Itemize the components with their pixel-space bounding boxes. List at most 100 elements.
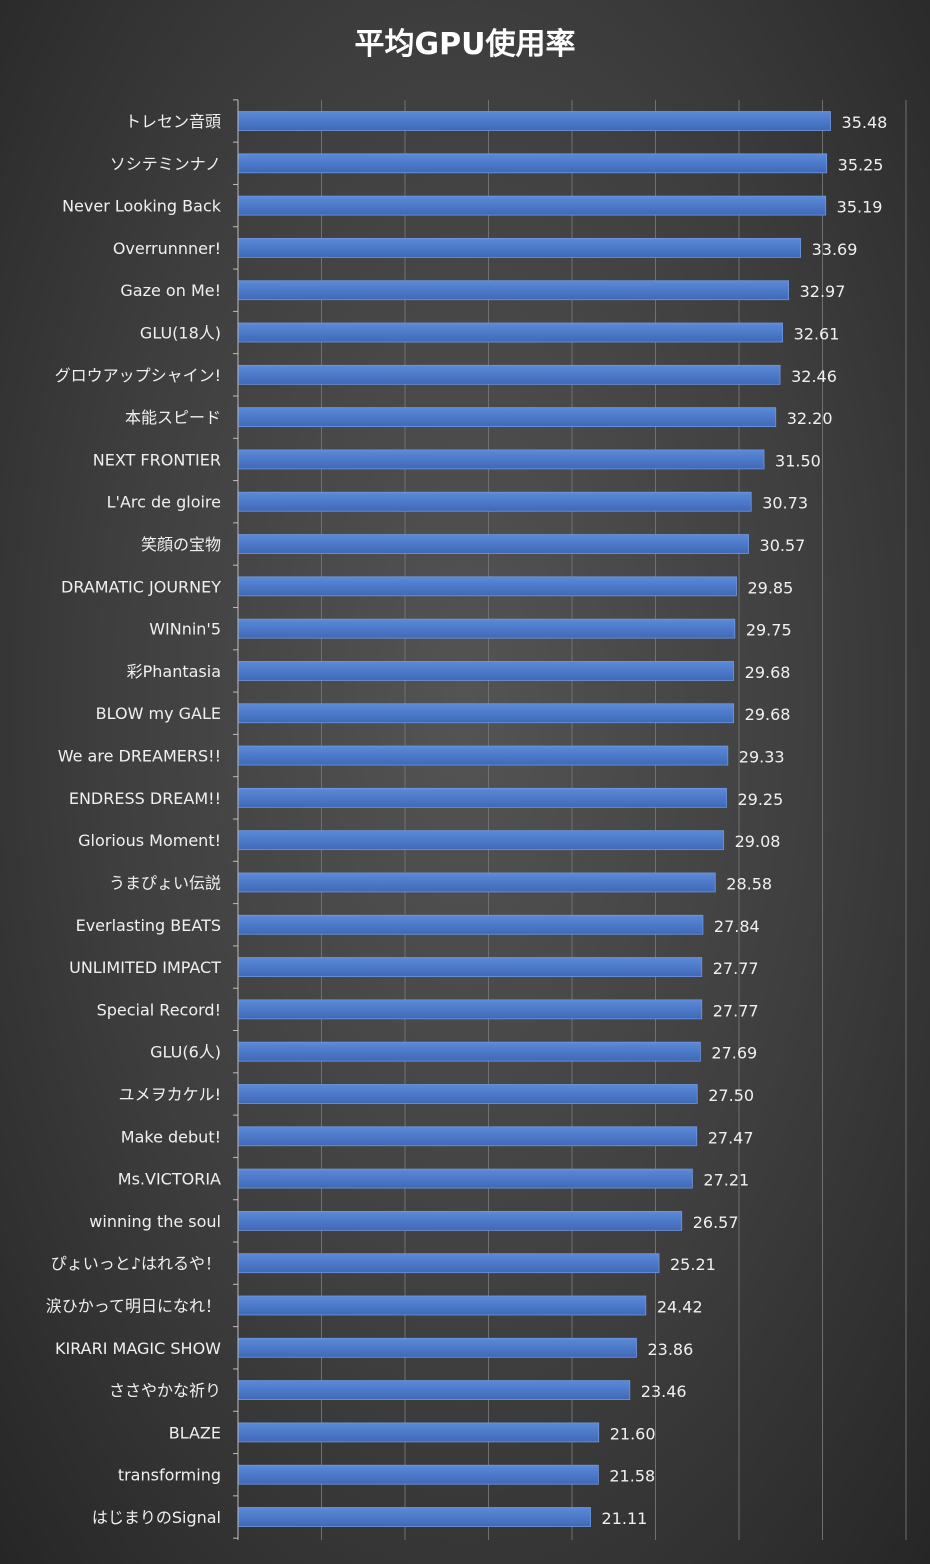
category-label-31: BLAZE	[169, 1423, 221, 1442]
bar-12	[237, 618, 736, 639]
category-label-23: ユメヲカケル!	[119, 1085, 221, 1104]
category-label-10: 笑顔の宝物	[141, 535, 221, 554]
bar-5	[237, 322, 783, 343]
value-label-18: 28.58	[726, 874, 772, 893]
category-label-9: L'Arc de gloire	[107, 493, 221, 512]
category-label-22: GLU(6人)	[150, 1043, 221, 1062]
value-label-31: 21.60	[610, 1424, 656, 1443]
value-label-19: 27.84	[714, 917, 760, 936]
value-label-1: 35.25	[838, 155, 884, 174]
category-label-15: We are DREAMERS!!	[58, 747, 221, 766]
bar-15	[237, 745, 729, 766]
value-label-13: 29.68	[745, 663, 791, 682]
category-label-24: Make debut!	[121, 1127, 221, 1146]
category-label-0: トレセン音頭	[125, 112, 221, 131]
value-label-30: 23.46	[641, 1382, 687, 1401]
category-label-6: グロウアップシャイン!	[55, 366, 221, 385]
bar-17	[237, 830, 725, 851]
category-label-25: Ms.VICTORIA	[118, 1170, 221, 1189]
bar-20	[237, 957, 703, 977]
category-label-2: Never Looking Back	[62, 197, 222, 216]
category-label-14: BLOW my GALE	[96, 704, 221, 723]
bars	[237, 111, 831, 1527]
category-label-3: Overrunnner!	[113, 239, 221, 258]
bar-27	[237, 1253, 660, 1274]
value-label-33: 21.11	[602, 1509, 648, 1528]
bar-32	[237, 1464, 599, 1485]
bar-30	[237, 1380, 631, 1400]
bar-28	[237, 1295, 647, 1316]
value-labels: 35.48 35.25 35.19 33.69 32.97 32.61 32.46 32.20…	[602, 113, 888, 1528]
category-label-11: DRAMATIC JOURNEY	[61, 577, 221, 596]
value-label-0: 35.48	[842, 113, 888, 132]
category-label-19: Everlasting BEATS	[76, 916, 221, 935]
value-label-15: 29.33	[739, 748, 785, 767]
value-label-2: 35.19	[837, 198, 883, 217]
value-label-5: 32.61	[794, 325, 840, 344]
value-label-22: 27.69	[711, 1044, 757, 1063]
value-label-4: 32.97	[800, 282, 846, 301]
bar-6	[237, 364, 781, 385]
bar-31	[237, 1422, 600, 1443]
category-label-28: 涙ひかって明日になれ！	[46, 1296, 221, 1315]
value-label-3: 33.69	[812, 240, 858, 259]
bar-18	[237, 872, 716, 893]
value-label-6: 32.46	[791, 367, 837, 386]
bar-2	[237, 195, 827, 216]
bar-33	[237, 1507, 591, 1527]
bar-24	[237, 1126, 698, 1147]
category-label-13: 彩Phantasia	[127, 662, 221, 681]
value-label-11: 29.85	[747, 578, 793, 597]
value-label-8: 31.50	[775, 451, 821, 470]
bar-9	[237, 491, 752, 512]
bar-8	[237, 449, 765, 470]
value-label-12: 29.75	[746, 621, 792, 640]
category-label-16: ENDRESS DREAM!!	[69, 789, 221, 808]
value-label-9: 30.73	[762, 494, 808, 513]
bar-0	[237, 111, 831, 131]
category-label-32: transforming	[118, 1466, 221, 1485]
category-label-30: ささやかな祈り	[109, 1381, 221, 1400]
value-label-20: 27.77	[713, 959, 759, 978]
bar-11	[237, 576, 737, 597]
value-label-23: 27.50	[708, 1086, 754, 1105]
bar-14	[237, 703, 735, 724]
category-label-4: Gaze on Me!	[120, 281, 221, 300]
category-label-33: はじまりのSignal	[92, 1508, 221, 1527]
value-label-28: 24.42	[657, 1297, 703, 1316]
category-label-27: ぴょいっと♪はれるや！	[51, 1254, 221, 1273]
bar-21	[237, 999, 703, 1020]
value-label-27: 25.21	[670, 1255, 716, 1274]
bar-1	[237, 153, 828, 174]
axis	[233, 99, 239, 1540]
bar-16	[237, 787, 727, 808]
value-label-24: 27.47	[708, 1128, 754, 1147]
gridlines	[321, 100, 907, 1540]
category-label-21: Special Record!	[97, 1000, 221, 1019]
category-label-8: NEXT FRONTIER	[93, 450, 221, 469]
category-label-7: 本能スピード	[125, 408, 221, 427]
value-label-16: 29.25	[737, 790, 783, 809]
value-label-21: 27.77	[713, 1001, 759, 1020]
bar-19	[237, 914, 704, 935]
category-label-17: Glorious Moment!	[78, 831, 221, 850]
value-label-7: 32.20	[787, 409, 833, 428]
category-label-12: WINnin'5	[149, 620, 221, 639]
category-label-18: うまぴょい伝説	[109, 873, 221, 892]
category-label-26: winning the soul	[89, 1212, 221, 1231]
value-label-14: 29.68	[745, 705, 791, 724]
bar-3	[237, 238, 802, 258]
value-label-32: 21.58	[609, 1467, 655, 1486]
bar-29	[237, 1337, 637, 1358]
chart-title: 平均GPU使用率	[355, 27, 576, 62]
category-label-1: ソシテミンナノ	[110, 154, 221, 173]
bar-22	[237, 1041, 701, 1062]
bar-23	[237, 1084, 698, 1104]
bar-26	[237, 1210, 683, 1231]
bar-4	[237, 280, 789, 301]
bar-13	[237, 661, 735, 681]
value-label-17: 29.08	[735, 832, 781, 851]
